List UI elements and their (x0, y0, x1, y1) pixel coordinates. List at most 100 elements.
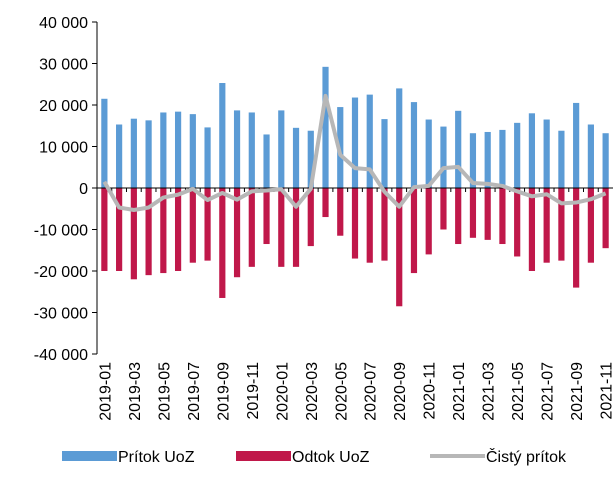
bar (248, 188, 255, 267)
x-tick-label: 2020-01 (274, 362, 291, 421)
x-tick-label: 2020-09 (392, 362, 409, 421)
bar (292, 188, 300, 267)
y-tick-label: 0 (79, 181, 88, 198)
bar (263, 134, 270, 188)
bar (573, 102, 580, 188)
bar (499, 188, 506, 245)
bar (174, 111, 182, 188)
x-tick-label: 2021-07 (540, 362, 557, 421)
bar (366, 188, 373, 263)
bar (602, 133, 609, 188)
bar (219, 188, 226, 298)
x-tick-label: 2019-07 (186, 362, 203, 421)
bar (587, 124, 594, 188)
bar (455, 110, 462, 188)
bar (425, 119, 432, 188)
bar (558, 130, 565, 188)
bar (410, 102, 418, 188)
bar (278, 188, 285, 267)
bar (381, 188, 388, 261)
x-tick-label: 2020-07 (363, 362, 380, 421)
bar (514, 122, 521, 188)
bar (366, 94, 373, 188)
bar (219, 83, 226, 188)
legend-label: Čistý prítok (486, 447, 567, 466)
bar (130, 188, 137, 280)
legend-label: Odtok UoZ (292, 449, 370, 466)
line (102, 93, 607, 212)
bar (307, 188, 314, 247)
bar (469, 188, 477, 238)
bar (469, 133, 477, 188)
bar (499, 129, 506, 188)
bar (189, 114, 196, 188)
bar (396, 88, 403, 188)
bar (204, 188, 211, 261)
bar (337, 188, 344, 236)
bar (233, 188, 241, 278)
x-tick-label: 2020-05 (333, 362, 350, 421)
bar (322, 66, 329, 188)
bar (101, 98, 108, 188)
bar (233, 110, 241, 188)
x-tick-label: 2021-05 (510, 362, 527, 421)
x-tick-label: 2021-11 (599, 362, 613, 420)
bar (101, 188, 108, 271)
y-tick-label: 20 000 (39, 98, 88, 115)
bar (440, 188, 447, 230)
y-tick-label: -20 000 (34, 264, 88, 281)
bar (396, 188, 403, 307)
bar (160, 188, 167, 274)
bar (248, 112, 255, 188)
bar (160, 112, 167, 188)
bar (351, 188, 359, 259)
bar (602, 188, 609, 249)
bar (145, 120, 152, 188)
bar (130, 118, 137, 188)
bar (455, 188, 462, 245)
legend-swatch (236, 451, 291, 461)
bar (528, 188, 536, 271)
bar (484, 131, 491, 188)
y-tick-label: 30 000 (39, 57, 88, 74)
bar (587, 188, 594, 263)
bar (278, 110, 285, 188)
bar (145, 188, 152, 276)
bar (440, 126, 447, 188)
bar (116, 188, 123, 271)
bar (263, 188, 270, 245)
x-tick-label: 2020-11 (422, 362, 439, 420)
legend-label: Prítok UoZ (118, 449, 195, 466)
bar (307, 130, 314, 188)
bar (116, 124, 123, 188)
y-tick-label: -30 000 (34, 306, 88, 323)
x-tick-label: 2019-05 (156, 362, 173, 421)
bar (204, 127, 211, 188)
x-tick-label: 2019-03 (127, 362, 144, 421)
x-tick-label: 2019-11 (245, 362, 262, 420)
bar (528, 113, 536, 188)
bar (543, 188, 550, 263)
bar (573, 188, 580, 288)
x-tick-label: 2019-09 (215, 362, 232, 421)
x-tick-label: 2019-01 (97, 362, 114, 421)
bar (189, 188, 196, 263)
bar (381, 119, 388, 188)
bar (514, 188, 521, 257)
x-tick-label: 2021-03 (481, 362, 498, 421)
bar (558, 188, 565, 261)
x-tick-label: 2021-01 (451, 362, 468, 421)
x-tick-label: 2021-09 (569, 362, 586, 421)
y-tick-label: 10 000 (39, 140, 88, 157)
bar (174, 188, 182, 271)
bar (484, 188, 491, 240)
legend-swatch (62, 451, 117, 461)
bar (322, 188, 329, 218)
bar (351, 97, 359, 188)
bar (543, 119, 550, 188)
y-tick-label: -10 000 (34, 223, 88, 240)
bar (425, 188, 432, 255)
y-tick-label: 40 000 (39, 15, 88, 32)
y-tick-label: -40 000 (34, 347, 88, 364)
